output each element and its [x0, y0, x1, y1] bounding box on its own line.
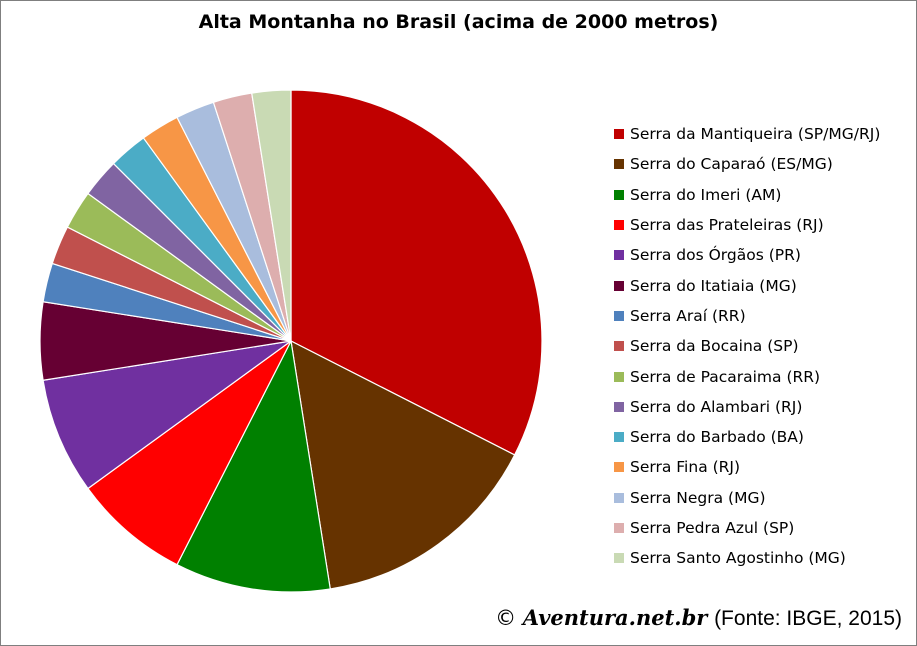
legend-item: Serra Santo Agostinho (MG): [614, 543, 880, 573]
legend-label: Serra das Prateleiras (RJ): [630, 216, 824, 235]
legend-item: Serra Fina (RJ): [614, 452, 880, 482]
legend-swatch: [614, 401, 624, 412]
legend-label: Serra Santo Agostinho (MG): [630, 549, 846, 568]
chart-title: Alta Montanha no Brasil (acima de 2000 m…: [198, 11, 719, 33]
legend-item: Serra do Alambari (RJ): [614, 392, 880, 422]
legend-label: Serra de Pacaraima (RR): [630, 367, 821, 386]
legend-swatch: [614, 189, 624, 200]
legend-label: Serra Pedra Azul (SP): [630, 519, 795, 537]
legend-item: Serra da Mantiqueira (SP/MG/RJ): [614, 119, 880, 149]
pie-slice-2: [290, 339, 516, 590]
legend-label: Serra Fina (RJ): [630, 458, 741, 477]
legend-item: Serra Pedra Azul (SP): [614, 513, 880, 543]
legend-label: Serra do Barbado (BA): [630, 428, 804, 447]
legend-swatch: [614, 371, 624, 382]
chart-legend: Serra da Mantiqueira (SP/MG/RJ) Serra do …: [614, 119, 880, 573]
brand-name: Aventura.net.br: [522, 605, 708, 630]
legend-swatch: [614, 492, 624, 503]
copyright-symbol: ©: [495, 606, 517, 630]
legend-label: Serra Araí (RR): [630, 306, 746, 325]
legend-item: Serra do Barbado (BA): [614, 422, 880, 452]
legend-label: Serra do Imeri (AM): [630, 185, 782, 204]
legend-label: Serra dos Órgãos (PR): [630, 246, 801, 265]
pie-slice-4: [87, 340, 292, 566]
legend-swatch: [614, 553, 624, 564]
pie-slice-1: [290, 89, 543, 456]
legend-label: Serra Negra (MG): [630, 488, 766, 507]
legend-swatch: [614, 523, 624, 533]
legend-label: Serra da Mantiqueira (SP/MG/RJ): [630, 125, 881, 144]
legend-item: Serra das Prateleiras (RJ): [614, 210, 880, 240]
credit-line: © Aventura.net.br (Fonte: IBGE, 2015): [495, 605, 902, 631]
legend-item: Serra dos Órgãos (PR): [614, 240, 880, 270]
pie-slice-5: [42, 340, 292, 490]
legend-label: Serra do Itatiaia (MG): [630, 276, 797, 295]
legend-item: Serra do Caparaó (ES/MG): [614, 149, 880, 179]
legend-swatch: [614, 341, 624, 352]
legend-item: Serra do Itatiaia (MG): [614, 270, 880, 300]
legend-swatch: [614, 129, 624, 140]
legend-swatch: [614, 432, 624, 443]
pie-slice-15: [251, 89, 292, 342]
legend-item: Serra Negra (MG): [614, 483, 880, 513]
source-note: (Fonte: IBGE, 2015): [714, 607, 902, 630]
legend-label: Serra do Caparaó (ES/MG): [630, 155, 833, 174]
legend-swatch: [614, 220, 624, 231]
legend-swatch: [614, 280, 624, 291]
legend-item: Serra da Bocaina (SP): [614, 331, 880, 361]
legend-swatch: [614, 159, 624, 170]
legend-label: Serra da Bocaina (SP): [630, 337, 799, 356]
legend-label: Serra do Alambari (RJ): [630, 397, 803, 416]
legend-item: Serra do Imeri (AM): [614, 180, 880, 210]
legend-swatch: [614, 462, 624, 473]
pie-slice-3: [176, 339, 331, 593]
legend-item: Serra de Pacaraima (RR): [614, 361, 880, 391]
legend-swatch: [614, 250, 624, 261]
legend-item: Serra Araí (RR): [614, 301, 880, 331]
legend-swatch: [614, 310, 624, 321]
